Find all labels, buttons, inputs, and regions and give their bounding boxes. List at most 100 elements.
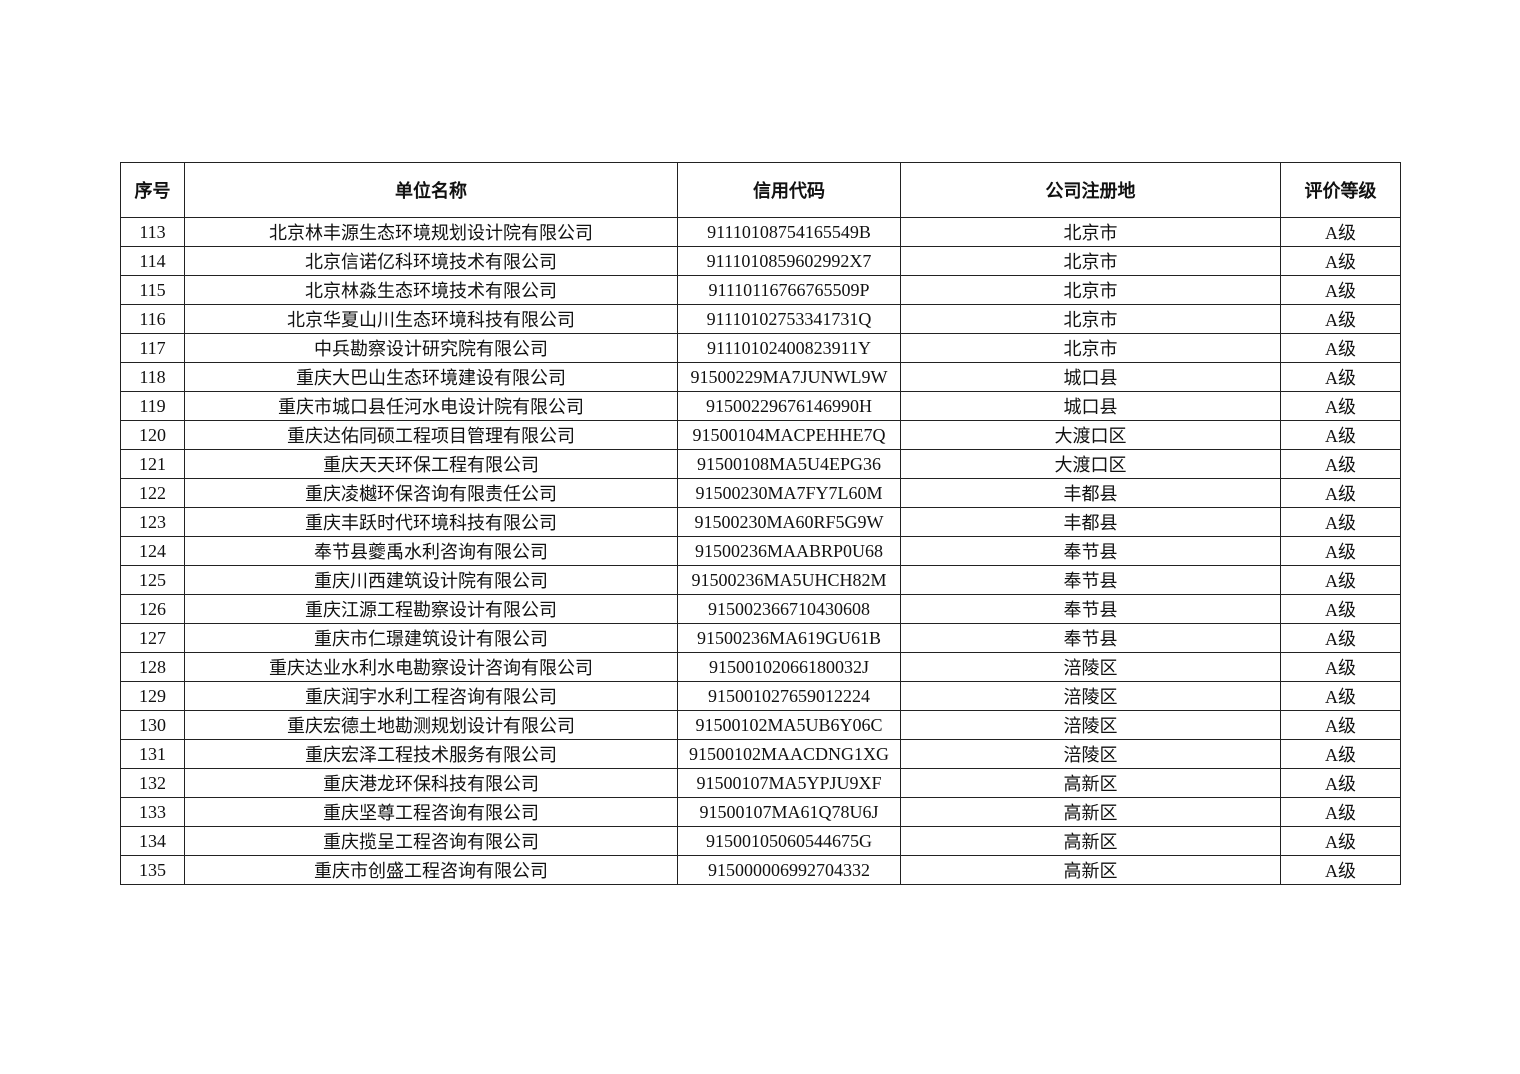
table-row: 133 重庆坚尊工程咨询有限公司 91500107MA61Q78U6J 高新区 A级: [120, 797, 1401, 827]
header-credit-code: 信用代码: [677, 162, 901, 218]
cell-credit-code: 915002366710430608: [677, 594, 901, 624]
cell-credit-code: 91110102400823911Y: [677, 333, 901, 363]
cell-rating: A级: [1280, 652, 1401, 682]
table-row: 119 重庆市城口县任河水电设计院有限公司 91500229676146990H 城口…: [120, 391, 1401, 421]
table-row: 130 重庆宏德土地勘测规划设计有限公司 91500102MA5UB6Y06C 涪陵区…: [120, 710, 1401, 740]
cell-rating: A级: [1280, 507, 1401, 537]
cell-index: 117: [120, 333, 185, 363]
cell-rating: A级: [1280, 478, 1401, 508]
table-row: 114 北京信诺亿科环境技术有限公司 9111010859602992X7 北京市 A级: [120, 246, 1401, 276]
cell-rating: A级: [1280, 594, 1401, 624]
cell-credit-code: 91500236MAABRP0U68: [677, 536, 901, 566]
cell-index: 131: [120, 739, 185, 769]
cell-index: 128: [120, 652, 185, 682]
cell-rating: A级: [1280, 826, 1401, 856]
cell-company-name: 重庆凌樾环保咨询有限责任公司: [184, 478, 678, 508]
cell-company-name: 重庆市仁璟建筑设计有限公司: [184, 623, 678, 653]
cell-registered-location: 北京市: [900, 333, 1281, 363]
cell-registered-location: 高新区: [900, 826, 1281, 856]
cell-registered-location: 城口县: [900, 362, 1281, 392]
cell-registered-location: 高新区: [900, 768, 1281, 798]
table-row: 127 重庆市仁璟建筑设计有限公司 91500236MA619GU61B 奉节县 A级: [120, 623, 1401, 653]
header-index: 序号: [120, 162, 185, 218]
cell-registered-location: 北京市: [900, 275, 1281, 305]
cell-company-name: 北京信诺亿科环境技术有限公司: [184, 246, 678, 276]
cell-rating: A级: [1280, 739, 1401, 769]
cell-credit-code: 91110108754165549B: [677, 217, 901, 247]
table-row: 126 重庆江源工程勘察设计有限公司 915002366710430608 奉节县 A级: [120, 594, 1401, 624]
cell-index: 122: [120, 478, 185, 508]
cell-company-name: 重庆宏德土地勘测规划设计有限公司: [184, 710, 678, 740]
cell-company-name: 北京林丰源生态环境规划设计院有限公司: [184, 217, 678, 247]
cell-registered-location: 高新区: [900, 855, 1281, 885]
table-body: 113 北京林丰源生态环境规划设计院有限公司 91110108754165549B 北…: [120, 217, 1401, 885]
cell-index: 124: [120, 536, 185, 566]
cell-registered-location: 城口县: [900, 391, 1281, 421]
table-row: 116 北京华夏山川生态环境科技有限公司 91110102753341731Q 北京市…: [120, 304, 1401, 334]
cell-rating: A级: [1280, 710, 1401, 740]
cell-rating: A级: [1280, 449, 1401, 479]
cell-index: 115: [120, 275, 185, 305]
cell-credit-code: 915000006992704332: [677, 855, 901, 885]
cell-index: 118: [120, 362, 185, 392]
cell-credit-code: 91500107MA61Q78U6J: [677, 797, 901, 827]
cell-credit-code: 9111010859602992X7: [677, 246, 901, 276]
cell-credit-code: 91500102MAACDNG1XG: [677, 739, 901, 769]
cell-registered-location: 北京市: [900, 246, 1281, 276]
header-registered-location: 公司注册地: [900, 162, 1281, 218]
cell-rating: A级: [1280, 362, 1401, 392]
cell-registered-location: 北京市: [900, 304, 1281, 334]
cell-index: 125: [120, 565, 185, 595]
cell-company-name: 北京林淼生态环境技术有限公司: [184, 275, 678, 305]
cell-company-name: 重庆丰跃时代环境科技有限公司: [184, 507, 678, 537]
cell-registered-location: 涪陵区: [900, 739, 1281, 769]
cell-registered-location: 涪陵区: [900, 681, 1281, 711]
table-header-row: 序号 单位名称 信用代码 公司注册地 评价等级: [120, 162, 1401, 218]
cell-company-name: 重庆达佑同硕工程项目管理有限公司: [184, 420, 678, 450]
cell-index: 123: [120, 507, 185, 537]
header-company-name: 单位名称: [184, 162, 678, 218]
cell-credit-code: 91500102MA5UB6Y06C: [677, 710, 901, 740]
table-row: 135 重庆市创盛工程咨询有限公司 915000006992704332 高新区 A级: [120, 855, 1401, 885]
cell-index: 113: [120, 217, 185, 247]
cell-index: 114: [120, 246, 185, 276]
cell-rating: A级: [1280, 536, 1401, 566]
cell-company-name: 重庆川西建筑设计院有限公司: [184, 565, 678, 595]
cell-index: 126: [120, 594, 185, 624]
cell-index: 119: [120, 391, 185, 421]
cell-company-name: 重庆港龙环保科技有限公司: [184, 768, 678, 798]
cell-registered-location: 奉节县: [900, 594, 1281, 624]
cell-rating: A级: [1280, 565, 1401, 595]
cell-index: 121: [120, 449, 185, 479]
table-row: 121 重庆天天环保工程有限公司 91500108MA5U4EPG36 大渡口区 A级: [120, 449, 1401, 479]
cell-rating: A级: [1280, 420, 1401, 450]
cell-index: 129: [120, 681, 185, 711]
cell-credit-code: 91500102066180032J: [677, 652, 901, 682]
cell-credit-code: 91500229676146990H: [677, 391, 901, 421]
cell-company-name: 重庆市城口县任河水电设计院有限公司: [184, 391, 678, 421]
cell-index: 133: [120, 797, 185, 827]
cell-credit-code: 91500229MA7JUNWL9W: [677, 362, 901, 392]
cell-credit-code: 91500236MA5UHCH82M: [677, 565, 901, 595]
cell-index: 116: [120, 304, 185, 334]
cell-index: 135: [120, 855, 185, 885]
cell-company-name: 重庆大巴山生态环境建设有限公司: [184, 362, 678, 392]
cell-rating: A级: [1280, 681, 1401, 711]
cell-company-name: 重庆揽呈工程咨询有限公司: [184, 826, 678, 856]
cell-registered-location: 大渡口区: [900, 420, 1281, 450]
cell-company-name: 中兵勘察设计研究院有限公司: [184, 333, 678, 363]
cell-registered-location: 奉节县: [900, 565, 1281, 595]
cell-company-name: 北京华夏山川生态环境科技有限公司: [184, 304, 678, 334]
cell-company-name: 重庆市创盛工程咨询有限公司: [184, 855, 678, 885]
table-row: 124 奉节县夔禹水利咨询有限公司 91500236MAABRP0U68 奉节县 A级: [120, 536, 1401, 566]
cell-credit-code: 91110102753341731Q: [677, 304, 901, 334]
cell-company-name: 重庆江源工程勘察设计有限公司: [184, 594, 678, 624]
table-row: 117 中兵勘察设计研究院有限公司 91110102400823911Y 北京市 A级: [120, 333, 1401, 363]
table-row: 132 重庆港龙环保科技有限公司 91500107MA5YPJU9XF 高新区 A级: [120, 768, 1401, 798]
cell-registered-location: 奉节县: [900, 623, 1281, 653]
cell-credit-code: 91500230MA7FY7L60M: [677, 478, 901, 508]
cell-company-name: 奉节县夔禹水利咨询有限公司: [184, 536, 678, 566]
cell-rating: A级: [1280, 391, 1401, 421]
table-row: 129 重庆润宇水利工程咨询有限公司 915001027659012224 涪陵区 A级: [120, 681, 1401, 711]
table-row: 115 北京林淼生态环境技术有限公司 91110116766765509P 北京市 A级: [120, 275, 1401, 305]
